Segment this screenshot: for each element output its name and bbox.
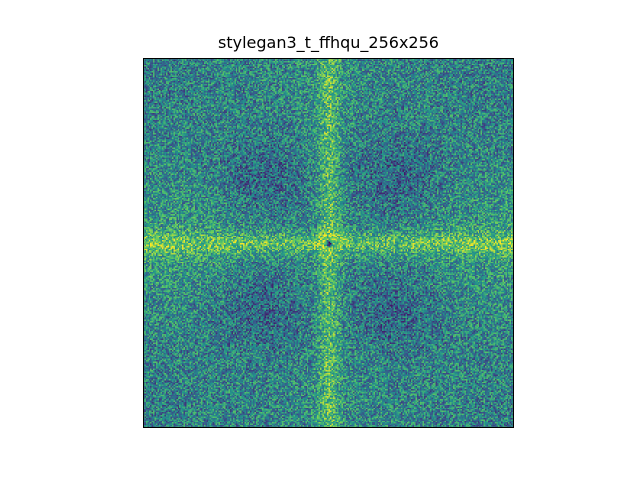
heatmap-image (143, 58, 514, 428)
chart-title: stylegan3_t_ffhqu_256x256 (218, 33, 439, 52)
heatmap-canvas (143, 58, 514, 428)
